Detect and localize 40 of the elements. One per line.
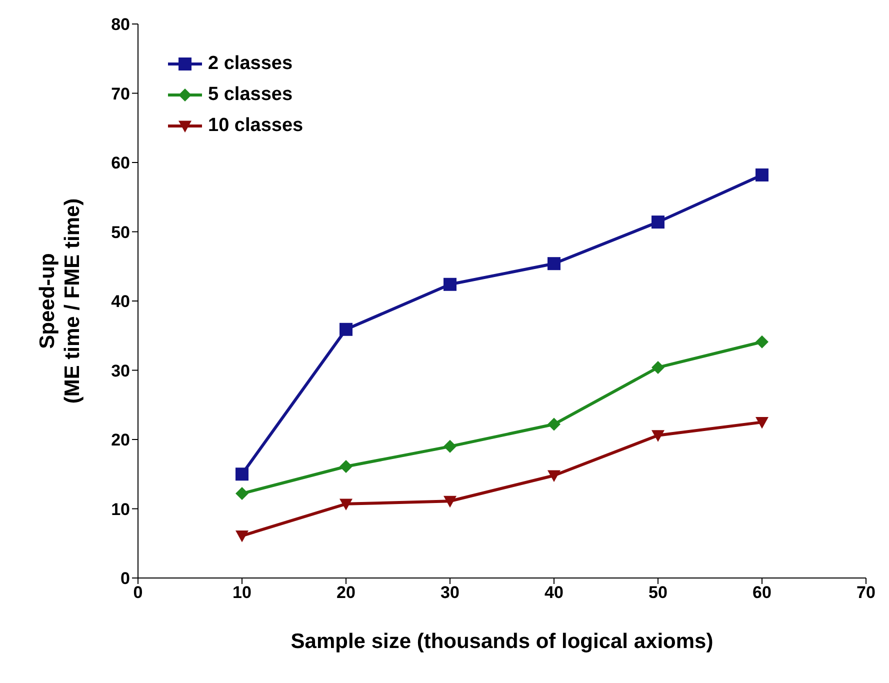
point	[340, 322, 352, 336]
y-tick-label: 60	[111, 154, 130, 173]
y-tick-label: 80	[111, 15, 130, 34]
y-tick-label: 70	[111, 84, 130, 104]
point	[548, 418, 560, 431]
point	[548, 470, 560, 482]
point	[652, 430, 664, 442]
point	[340, 460, 352, 474]
y-tick-label: 30	[111, 361, 130, 380]
point	[756, 335, 768, 348]
y-tick-label: 50	[111, 222, 130, 242]
point	[548, 257, 560, 270]
legend-label: 2 classes	[208, 52, 293, 74]
point	[756, 168, 768, 182]
y-tick-label: 10	[111, 500, 130, 519]
y-tick-label: 0	[120, 569, 130, 588]
x-axis-title: Sample size (thousands of logical axioms)	[290, 630, 714, 653]
x-tick-label: 40	[544, 583, 564, 602]
y-tick-label: 40	[111, 292, 130, 312]
point	[444, 440, 456, 453]
point	[652, 360, 664, 374]
y-axis-title: Speed-up (ME time / FME time)	[36, 198, 84, 404]
point	[236, 487, 248, 500]
point	[340, 498, 352, 510]
point	[444, 496, 456, 508]
legend-label: 5 classes	[208, 84, 293, 106]
point	[444, 278, 456, 291]
point	[756, 416, 768, 429]
point	[236, 468, 248, 481]
x-tick-label: 50	[648, 583, 668, 602]
legend-label: 10 classes	[208, 114, 304, 136]
point	[236, 530, 248, 542]
x-tick-label: 10	[232, 583, 252, 602]
x-tick-label: 60	[752, 583, 772, 602]
x-tick-label: 30	[440, 583, 460, 602]
point	[652, 216, 664, 229]
x-tick-label: 20	[336, 583, 356, 602]
x-tick-label: 70	[856, 583, 876, 602]
x-tick-label: 0	[133, 583, 143, 602]
y-tick-label: 20	[111, 430, 130, 450]
